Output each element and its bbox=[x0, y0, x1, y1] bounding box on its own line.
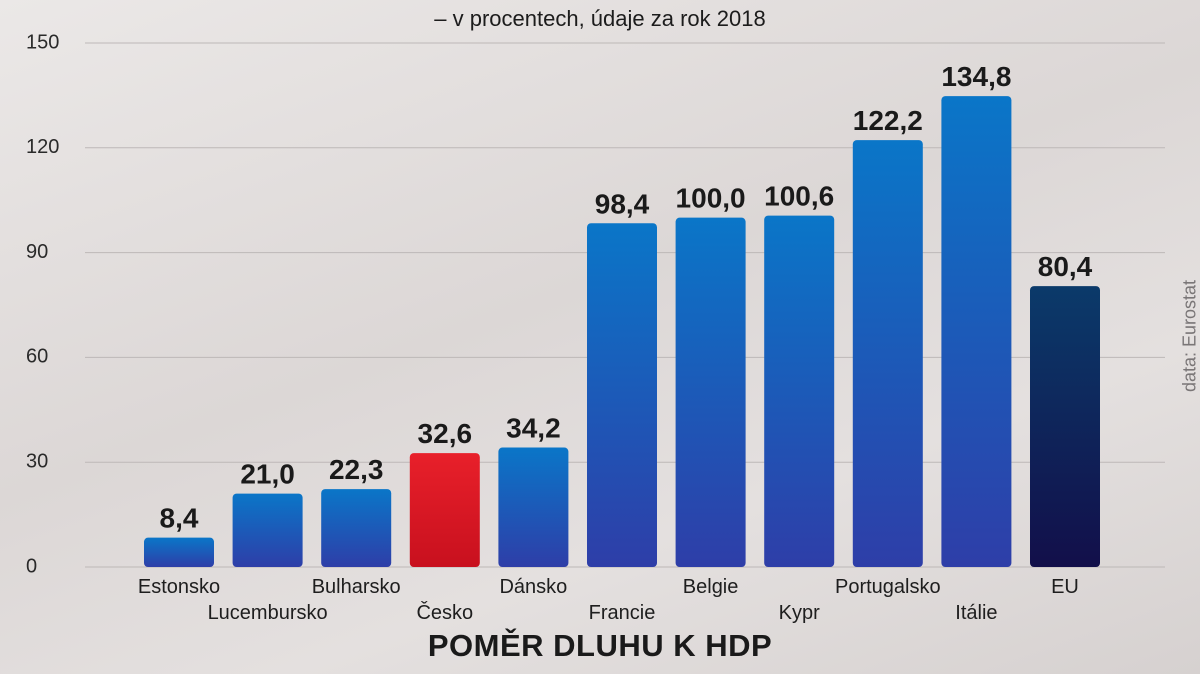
bar-lucembursko bbox=[232, 493, 303, 567]
bar-eu bbox=[1030, 286, 1100, 567]
value-label: 80,4 bbox=[1038, 251, 1093, 282]
y-tick-label: 0 bbox=[26, 555, 37, 577]
x-tick-label: Francie bbox=[589, 602, 656, 624]
value-label: 122,2 bbox=[853, 105, 923, 136]
bar-itálie bbox=[941, 96, 1012, 567]
value-label: 134,8 bbox=[941, 61, 1011, 92]
x-tick-label: Kypr bbox=[779, 602, 820, 624]
y-axis-ticks: 0 30 60 90 120 150 bbox=[26, 31, 59, 577]
value-label: 8,4 bbox=[160, 503, 199, 534]
value-label: 98,4 bbox=[595, 188, 650, 219]
bar-kypr bbox=[764, 215, 835, 567]
source-note: data: Eurostat bbox=[1179, 279, 1200, 393]
bar-česko bbox=[409, 453, 480, 567]
value-label: 21,0 bbox=[240, 459, 295, 490]
bar-bulharsko bbox=[321, 489, 392, 567]
value-label: 100,6 bbox=[764, 181, 834, 212]
value-label: 32,6 bbox=[418, 418, 473, 449]
bar-dánsko bbox=[498, 447, 569, 567]
value-label: 100,0 bbox=[676, 183, 746, 214]
value-labels: 8,4 21,0 22,3 32,6 34,2 98,4 100,0 100,6 122,2 13… bbox=[160, 61, 1093, 534]
x-tick-label: Estonsko bbox=[138, 576, 220, 598]
bar-portugalsko bbox=[852, 140, 923, 567]
y-tick-label: 120 bbox=[26, 136, 59, 158]
bar-belgie bbox=[675, 217, 746, 567]
x-tick-label: Itálie bbox=[955, 602, 997, 624]
x-tick-label: Bulharsko bbox=[312, 576, 401, 598]
chart-subtitle: – v procentech, údaje za rok 2018 bbox=[434, 6, 766, 31]
x-tick-label: Dánsko bbox=[499, 576, 567, 598]
y-tick-label: 30 bbox=[26, 450, 48, 472]
x-tick-label: Lucembursko bbox=[208, 602, 328, 624]
y-tick-label: 150 bbox=[26, 31, 59, 53]
value-label: 22,3 bbox=[329, 454, 384, 485]
y-tick-label: 90 bbox=[26, 241, 48, 263]
chart-title: POMĚR DLUHU K HDP bbox=[427, 628, 773, 663]
value-label: 34,2 bbox=[506, 413, 561, 444]
y-tick-label: 60 bbox=[26, 346, 48, 368]
x-tick-label: Belgie bbox=[683, 576, 739, 598]
x-axis-labels: Estonsko Lucembursko Bulharsko Česko Dánsko F… bbox=[138, 576, 1079, 624]
bar-francie bbox=[587, 223, 657, 568]
x-tick-label: Česko bbox=[416, 601, 473, 624]
bars bbox=[144, 96, 1100, 568]
x-tick-label: Portugalsko bbox=[835, 576, 941, 598]
x-tick-label: EU bbox=[1051, 576, 1079, 598]
bar-estonsko bbox=[144, 537, 214, 567]
